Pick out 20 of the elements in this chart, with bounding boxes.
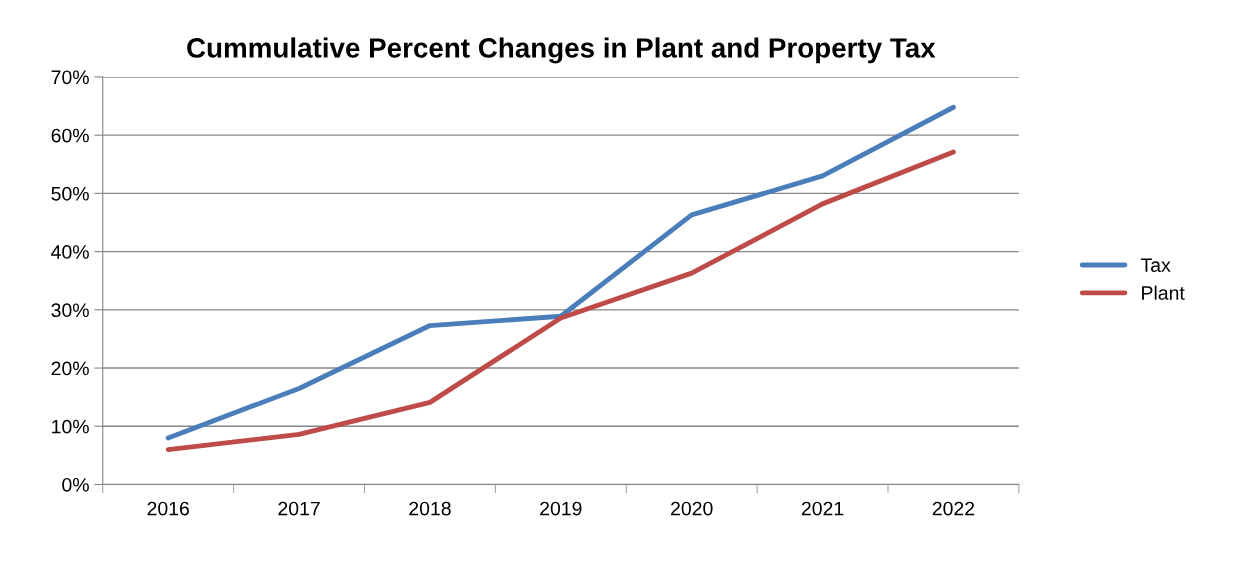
x-tick-label: 2020 — [671, 501, 713, 516]
y-tick-label: 50% — [51, 186, 89, 201]
y-tick-label: 70% — [51, 70, 89, 85]
y-tick-label: 60% — [51, 128, 89, 143]
legend-label: Tax — [1140, 258, 1171, 273]
y-tick-label: 30% — [51, 303, 89, 318]
x-tick-label: 2021 — [801, 501, 844, 516]
line-series — [165, 149, 956, 452]
y-tick-label: 20% — [51, 361, 89, 376]
y-tick-label: 10% — [52, 419, 89, 434]
x-tick-label: 2019 — [540, 501, 582, 516]
x-tick-label: 2017 — [278, 501, 320, 516]
x-tick-label: 2016 — [147, 501, 189, 516]
y-tick-label: 0% — [62, 477, 89, 492]
x-tick-label: 2018 — [409, 501, 451, 516]
y-tick-label: 40% — [51, 245, 89, 259]
chart-title: Cummulative Percent Changes in Plant and Property Tax — [187, 37, 936, 64]
line-series — [165, 104, 956, 441]
legend-label: Plant — [1142, 285, 1185, 300]
x-tick-label: 2022 — [932, 501, 975, 516]
